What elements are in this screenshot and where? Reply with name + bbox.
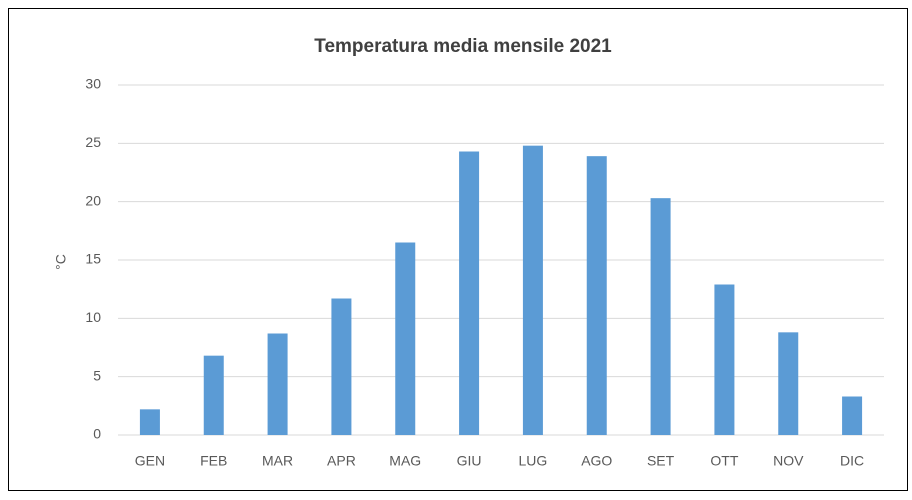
bar — [139, 409, 160, 435]
chart-title: Temperatura media mensile 2021 — [314, 36, 612, 57]
y-tick-label: 20 — [85, 192, 101, 208]
x-tick-label: MAR — [262, 453, 293, 469]
bar — [650, 198, 671, 435]
x-tick-label: DIC — [840, 453, 864, 469]
bar — [714, 284, 735, 435]
x-tick-label: SET — [647, 453, 675, 469]
bar — [267, 333, 288, 435]
x-tick-label: AGO — [581, 453, 612, 469]
y-tick-label: 5 — [93, 367, 101, 383]
y-tick-label: 15 — [85, 251, 101, 267]
x-tick-label: APR — [327, 453, 356, 469]
y-tick-label: 0 — [93, 426, 101, 442]
bar — [842, 396, 863, 435]
bar — [331, 298, 352, 435]
x-tick-label: OTT — [710, 453, 738, 469]
y-tick-label: 10 — [85, 309, 101, 325]
y-tick-label: 25 — [85, 134, 101, 150]
bar — [586, 156, 607, 435]
bar — [395, 242, 416, 435]
x-tick-label: GIU — [457, 453, 482, 469]
bar — [459, 151, 480, 435]
bar — [778, 332, 799, 435]
bar — [522, 145, 543, 435]
y-axis-label: °C — [53, 254, 69, 270]
y-tick-label: 30 — [85, 76, 101, 92]
bar — [203, 355, 224, 435]
x-tick-label: FEB — [200, 453, 227, 469]
x-tick-label: GEN — [135, 453, 165, 469]
x-tick-label: LUG — [519, 453, 548, 469]
x-tick-label: MAG — [389, 453, 421, 469]
x-tick-label: NOV — [773, 453, 804, 469]
